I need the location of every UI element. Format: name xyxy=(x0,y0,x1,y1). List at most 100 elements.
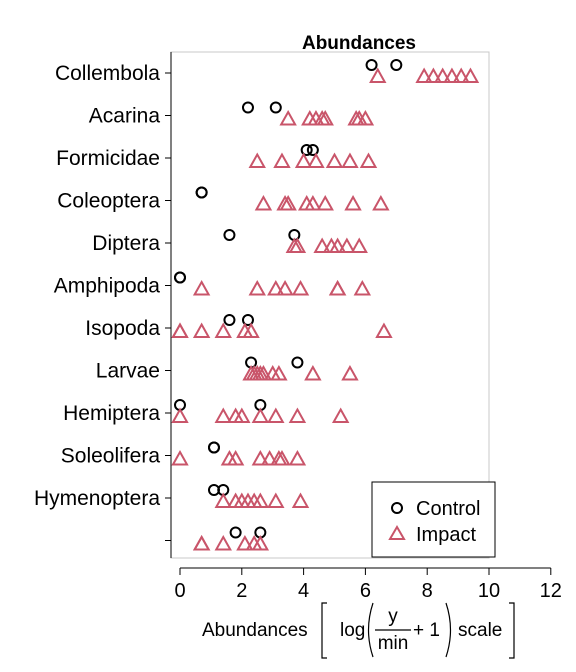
x-axis-label-bracket-right xyxy=(509,602,515,659)
impact-point xyxy=(353,279,372,296)
impact-point xyxy=(304,194,322,211)
impact-point xyxy=(214,322,232,338)
impact-point xyxy=(214,407,232,423)
impact-point xyxy=(356,109,375,126)
legend-label-impact: Impact xyxy=(416,524,476,546)
impact-point xyxy=(251,534,270,551)
impact-point xyxy=(359,152,378,168)
x-tick-label: 4 xyxy=(298,580,309,602)
control-point xyxy=(223,229,236,241)
impact-point xyxy=(273,152,291,168)
x-axis-label-bracket-left xyxy=(321,602,327,659)
impact-point xyxy=(248,152,266,168)
impact-point xyxy=(171,449,189,466)
impact-point xyxy=(214,492,232,508)
x-tick-label: 12 xyxy=(540,580,562,602)
impact-point xyxy=(267,492,285,508)
impact-point xyxy=(214,534,232,551)
impact-point xyxy=(415,67,433,83)
legend: Control Impact xyxy=(371,481,496,558)
impact-point xyxy=(304,364,322,381)
impact-point xyxy=(350,237,368,253)
impact-point xyxy=(424,67,443,83)
impact-point xyxy=(443,67,461,83)
impact-point xyxy=(254,364,273,381)
impact-point xyxy=(248,279,266,296)
control-point xyxy=(306,144,319,156)
impact-point xyxy=(433,67,452,83)
impact-point xyxy=(307,152,325,168)
control-point xyxy=(300,144,313,156)
impact-point xyxy=(192,279,211,296)
x-tick-label: 0 xyxy=(174,580,185,602)
y-tick-label: Isopoda xyxy=(85,317,160,340)
impact-point xyxy=(461,67,480,83)
x-tick-label: 6 xyxy=(360,580,371,602)
impact-point xyxy=(171,407,189,423)
impact-point xyxy=(328,279,347,296)
impact-point xyxy=(288,407,307,423)
impact-point xyxy=(288,237,307,253)
impact-point xyxy=(325,152,344,168)
y-tick-label: Diptera xyxy=(92,232,160,255)
y-tick-label: Soleolifera xyxy=(61,445,161,468)
impact-point xyxy=(254,194,273,211)
impact-point xyxy=(270,364,288,381)
impact-point xyxy=(344,194,362,211)
x-axis-label-log: log xyxy=(340,620,365,641)
x-axis-label-suffix: scale xyxy=(458,620,502,641)
x-tick-label: 8 xyxy=(422,580,433,602)
impact-point xyxy=(291,492,310,508)
x-axis-label-numerator: y xyxy=(388,606,398,627)
impact-point xyxy=(338,237,356,253)
legend-marker-control xyxy=(391,502,403,514)
control-point xyxy=(223,314,236,326)
y-axis: Collembola Acarina Formicidae Coleoptera Dip… xyxy=(34,52,172,558)
impact-point xyxy=(260,449,279,466)
x-axis-label-paren-left xyxy=(367,602,374,658)
impact-point xyxy=(372,194,390,211)
y-tick-label: Acarina xyxy=(89,105,161,128)
legend-box xyxy=(371,481,496,558)
impact-point xyxy=(276,279,294,296)
y-tick-label: Coleoptera xyxy=(57,190,160,213)
impact-point xyxy=(251,492,270,508)
legend-label-control: Control xyxy=(416,498,480,520)
y-tick-label: Larvae xyxy=(96,360,160,383)
impact-point xyxy=(242,322,260,338)
control-point xyxy=(291,356,304,369)
impact-point xyxy=(369,67,387,83)
impact-point xyxy=(267,279,285,296)
control-point xyxy=(241,101,254,114)
x-axis-label-paren-right xyxy=(445,602,452,658)
x-axis-label-prefix: Abundances xyxy=(202,620,308,641)
x-axis-label-denominator: min xyxy=(378,633,409,654)
impact-point xyxy=(452,67,470,83)
impact-point xyxy=(267,407,285,423)
control-point xyxy=(269,101,282,114)
impact-point xyxy=(341,364,359,381)
y-tick-label: Hemiptera xyxy=(63,402,160,425)
control-point xyxy=(229,526,242,539)
impact-point xyxy=(294,152,313,168)
control-point xyxy=(174,271,186,284)
x-axis: 0 2 4 6 8 10 12 xyxy=(174,567,562,602)
impact-point xyxy=(316,109,334,126)
impact-point xyxy=(316,194,334,211)
impact-point xyxy=(328,237,347,253)
impact-point xyxy=(236,534,254,551)
x-tick-label: 2 xyxy=(236,580,247,602)
impact-point xyxy=(192,322,211,338)
impact-point xyxy=(171,322,189,338)
series-layer xyxy=(171,59,480,551)
control-point xyxy=(195,186,208,199)
x-tick-label: 10 xyxy=(478,580,500,602)
control-point xyxy=(365,59,378,71)
impact-point xyxy=(233,407,251,423)
impact-point xyxy=(273,449,291,466)
y-tick-label: Collembola xyxy=(55,62,160,85)
y-tick-label: Amphipoda xyxy=(54,275,161,298)
impact-point xyxy=(251,449,270,466)
impact-point xyxy=(288,449,307,466)
